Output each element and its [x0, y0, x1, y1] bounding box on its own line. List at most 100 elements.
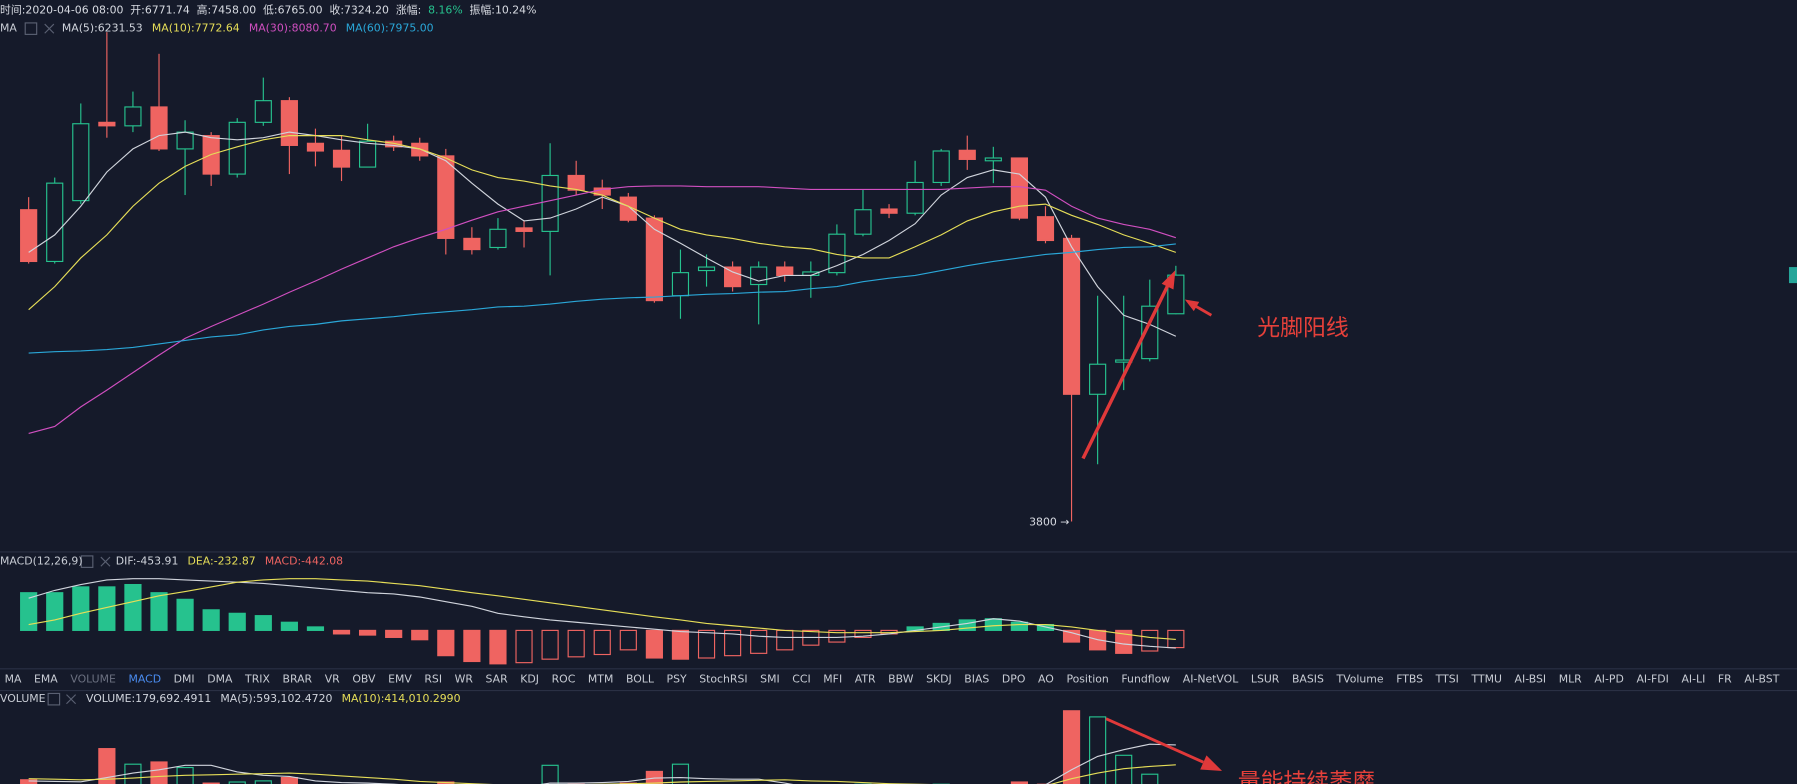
- ma-line: [28, 243, 1176, 354]
- close-icon[interactable]: [66, 694, 77, 705]
- volume-bar: [20, 779, 38, 784]
- macd-line: [28, 578, 1176, 649]
- macd-bar: [1062, 629, 1081, 643]
- legend-item: MA(60):7975.00: [346, 22, 434, 35]
- indicator-tab[interactable]: CCI: [792, 673, 810, 686]
- candle-body: [176, 131, 194, 150]
- indicator-tab[interactable]: AO: [1038, 673, 1054, 686]
- candle-body: [254, 100, 272, 123]
- indicator-tab[interactable]: AI-FDI: [1636, 673, 1668, 686]
- indicator-tab[interactable]: AI-BSI: [1515, 673, 1547, 686]
- macd-bar: [463, 629, 481, 663]
- candle-body: [1141, 305, 1159, 360]
- indicator-tab[interactable]: EMV: [388, 673, 412, 686]
- indicator-tab[interactable]: DMA: [207, 673, 233, 686]
- macd-bar: [645, 629, 663, 659]
- indicator-tab[interactable]: BRAR: [283, 673, 313, 686]
- macd-bar: [150, 592, 168, 631]
- indicator-tab[interactable]: PSY: [667, 673, 687, 686]
- close-icon[interactable]: [44, 23, 55, 34]
- indicator-tab[interactable]: EMA: [34, 673, 58, 686]
- indicator-tab[interactable]: SAR: [486, 673, 509, 686]
- macd-bar: [489, 629, 507, 665]
- arrow: [1105, 717, 1204, 764]
- indicator-tab[interactable]: SKDJ: [926, 673, 952, 686]
- candle-note: 光脚阳线: [1257, 315, 1349, 341]
- indicator-tab[interactable]: LSUR: [1251, 673, 1280, 686]
- indicator-tab[interactable]: RSI: [424, 673, 442, 686]
- macd-bar: [567, 629, 585, 658]
- indicator-tab[interactable]: MLR: [1559, 673, 1582, 686]
- indicator-tab[interactable]: BASIS: [1292, 673, 1324, 686]
- indicator-tab[interactable]: VOLUME: [70, 673, 116, 686]
- volume-note: 量能持续萎靡: [1238, 769, 1375, 784]
- arrow-head: [1184, 299, 1200, 312]
- close-icon[interactable]: [100, 556, 111, 567]
- macd-bar: [515, 629, 533, 664]
- macd-bar: [697, 629, 716, 659]
- legend-item: 涨幅:: [396, 3, 421, 16]
- indicator-tab[interactable]: TTMU: [1471, 673, 1502, 686]
- indicator-tab[interactable]: TTSI: [1435, 673, 1459, 686]
- settings-icon[interactable]: [24, 22, 38, 35]
- candle-body: [828, 233, 846, 274]
- volume-bar: [280, 776, 298, 784]
- indicator-tab[interactable]: DPO: [1002, 673, 1025, 686]
- indicator-tab[interactable]: DMI: [174, 673, 195, 686]
- candle-body: [515, 227, 533, 232]
- legend-item: MA(5):6231.53: [62, 22, 143, 35]
- indicator-tab[interactable]: MA: [5, 673, 22, 686]
- legend-item: 高:7458.00: [197, 2, 257, 16]
- indicator-tab[interactable]: TVolume: [1336, 673, 1384, 686]
- legend-item: 收:7324.20: [329, 2, 389, 16]
- macd-bar: [593, 629, 611, 656]
- arrow: [1081, 284, 1170, 460]
- legend-item: DIF:-453.91: [116, 555, 179, 568]
- macd-bar: [437, 629, 455, 657]
- indicator-tab[interactable]: AI-NetVOL: [1183, 673, 1239, 686]
- candle-body: [776, 266, 794, 277]
- settings-icon[interactable]: [80, 555, 94, 568]
- low-label: 3800 →: [1029, 516, 1069, 529]
- indicator-tab[interactable]: OBV: [352, 673, 376, 686]
- indicator-tab[interactable]: ATR: [855, 673, 876, 686]
- indicator-tab[interactable]: TRIX: [244, 673, 270, 686]
- indicator-tab[interactable]: AI-PD: [1594, 673, 1624, 686]
- volume-bar: [228, 781, 246, 784]
- legend-icons: [24, 22, 111, 706]
- indicator-tab[interactable]: BOLL: [626, 673, 654, 686]
- indicator-tab[interactable]: Position: [1066, 673, 1108, 686]
- candle-body: [984, 157, 1002, 162]
- indicator-tab[interactable]: FR: [1718, 673, 1732, 686]
- legend-item: MACD:-442.08: [265, 555, 343, 568]
- indicator-tab[interactable]: AI-LI: [1681, 673, 1705, 686]
- macd-bar: [776, 629, 794, 651]
- indicator-tab[interactable]: Fundflow: [1121, 673, 1170, 686]
- indicator-tab[interactable]: MFI: [823, 673, 842, 686]
- indicator-tab[interactable]: AI-BST: [1744, 673, 1779, 686]
- indicator-tab[interactable]: MTM: [588, 673, 613, 686]
- indicator-tab[interactable]: FTBS: [1396, 673, 1423, 686]
- indicator-tab[interactable]: SMI: [760, 673, 779, 686]
- indicator-tab[interactable]: MACD: [128, 673, 161, 686]
- indicator-tab[interactable]: StochRSI: [699, 673, 747, 686]
- indicator-tab[interactable]: KDJ: [520, 673, 539, 686]
- indicator-tab[interactable]: BIAS: [964, 673, 989, 686]
- candle-body: [72, 123, 90, 202]
- indicator-tab[interactable]: WR: [455, 673, 474, 686]
- indicator-tab[interactable]: ROC: [552, 673, 576, 686]
- candle-body: [1010, 157, 1029, 219]
- indicator-tab[interactable]: VR: [325, 673, 340, 686]
- indicator-tab[interactable]: BBW: [888, 673, 914, 686]
- macd-bar: [671, 629, 690, 660]
- legend-item: 开:6771.74: [130, 3, 190, 16]
- macd-bar: [1141, 629, 1159, 652]
- settings-icon[interactable]: [47, 692, 61, 706]
- legend-item: MA: [0, 22, 17, 35]
- macd-bar: [958, 619, 976, 631]
- arrow-head: [1200, 755, 1223, 771]
- macd-bar: [332, 629, 351, 635]
- macd-bar: [20, 592, 38, 631]
- volume-bar: [1115, 754, 1133, 784]
